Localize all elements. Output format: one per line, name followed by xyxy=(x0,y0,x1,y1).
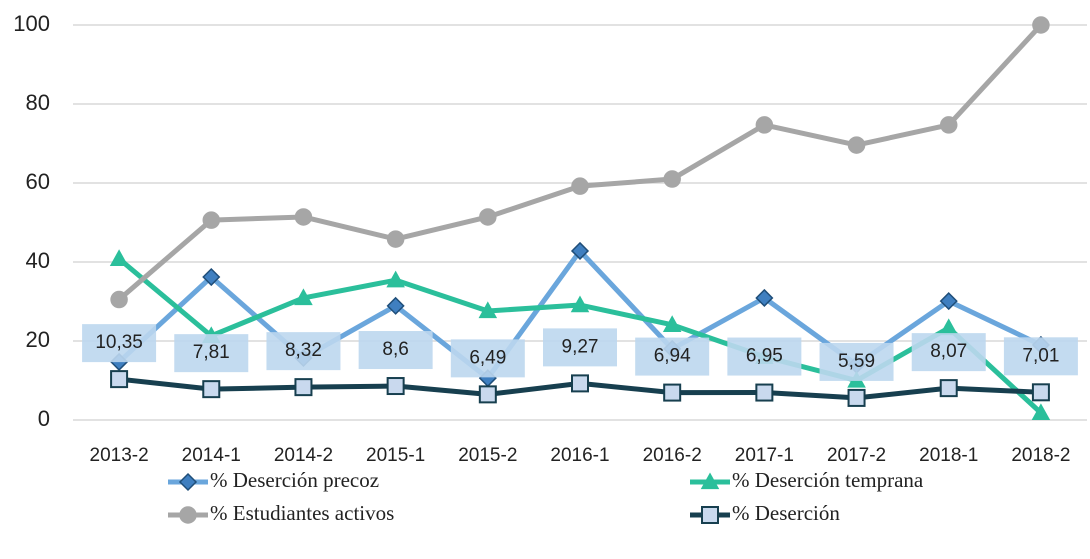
x-tick-label: 2016-1 xyxy=(550,445,609,466)
marker xyxy=(479,208,497,226)
marker xyxy=(1031,403,1051,421)
data-label-box xyxy=(911,333,986,372)
x-tick-label: 2018-1 xyxy=(919,445,978,466)
marker xyxy=(847,388,866,407)
data-label: 6,94 xyxy=(654,346,691,367)
data-label-box xyxy=(266,332,341,371)
marker xyxy=(939,379,958,398)
marker xyxy=(386,230,405,248)
y-tick-label: 20 xyxy=(26,327,50,352)
y-tick-label: 60 xyxy=(26,169,50,194)
marker xyxy=(939,292,958,311)
marker xyxy=(939,318,959,336)
data-label: 7,81 xyxy=(193,342,230,363)
marker xyxy=(939,116,958,134)
data-label: 8,07 xyxy=(930,341,967,362)
marker xyxy=(571,177,589,195)
marker xyxy=(701,506,719,524)
y-tick-label: 80 xyxy=(26,90,50,115)
y-tick-label: 100 xyxy=(13,11,50,36)
marker xyxy=(570,241,590,261)
y-tick-label: 0 xyxy=(38,406,50,431)
data-label: 10,35 xyxy=(95,332,143,353)
marker xyxy=(755,288,774,308)
legend-label: % Estudiantes activos xyxy=(210,501,394,525)
data-label: 8,6 xyxy=(382,339,408,360)
data-label: 6,95 xyxy=(746,346,783,367)
x-tick-label: 2017-2 xyxy=(827,445,886,466)
marker xyxy=(847,136,866,154)
marker xyxy=(386,296,405,315)
marker xyxy=(110,290,128,309)
marker xyxy=(294,378,313,397)
marker xyxy=(700,472,720,490)
marker xyxy=(755,383,774,402)
data-label: 9,27 xyxy=(562,336,599,357)
data-label-box xyxy=(82,324,157,363)
marker xyxy=(202,380,221,399)
marker xyxy=(570,295,590,313)
data-label-box xyxy=(174,334,249,373)
marker xyxy=(663,383,682,402)
marker xyxy=(755,116,774,134)
data-label-box xyxy=(727,337,802,376)
data-label-box xyxy=(450,339,525,378)
x-tick-label: 2017-1 xyxy=(735,445,794,466)
x-tick-label: 2013-2 xyxy=(90,445,149,466)
data-label: 7,01 xyxy=(1022,345,1059,366)
marker xyxy=(294,288,313,306)
marker xyxy=(663,170,681,188)
x-tick-label: 2018-2 xyxy=(1011,445,1070,466)
x-tick-label: 2015-1 xyxy=(366,445,425,466)
marker xyxy=(662,315,682,332)
marker xyxy=(109,249,129,266)
legend-label: % Deserción precoz xyxy=(210,468,379,492)
data-label: 8,32 xyxy=(285,340,322,361)
data-label-box xyxy=(358,331,433,370)
x-tick-label: 2014-2 xyxy=(274,445,333,466)
data-label-box xyxy=(635,337,710,376)
data-label-box xyxy=(543,328,617,367)
marker xyxy=(202,267,221,287)
data-label: 6,49 xyxy=(469,347,506,368)
data-label-box xyxy=(1003,337,1078,376)
data-label: 5,59 xyxy=(838,351,875,372)
marker xyxy=(178,472,198,492)
marker xyxy=(179,506,197,524)
y-tick-label: 40 xyxy=(26,248,50,273)
marker xyxy=(478,385,497,404)
x-tick-label: 2016-2 xyxy=(643,445,702,466)
x-tick-label: 2014-1 xyxy=(182,445,241,466)
legend-label: % Deserción xyxy=(732,501,840,525)
marker xyxy=(110,370,129,389)
marker xyxy=(386,377,405,396)
marker xyxy=(1032,16,1050,34)
marker xyxy=(294,208,313,226)
marker xyxy=(571,374,589,393)
marker xyxy=(478,301,498,319)
x-tick-label: 2015-2 xyxy=(458,445,517,466)
marker xyxy=(202,211,221,229)
data-label-box xyxy=(819,342,894,381)
marker xyxy=(1031,383,1050,402)
marker xyxy=(386,270,405,288)
legend-label: % Deserción temprana xyxy=(732,468,924,492)
